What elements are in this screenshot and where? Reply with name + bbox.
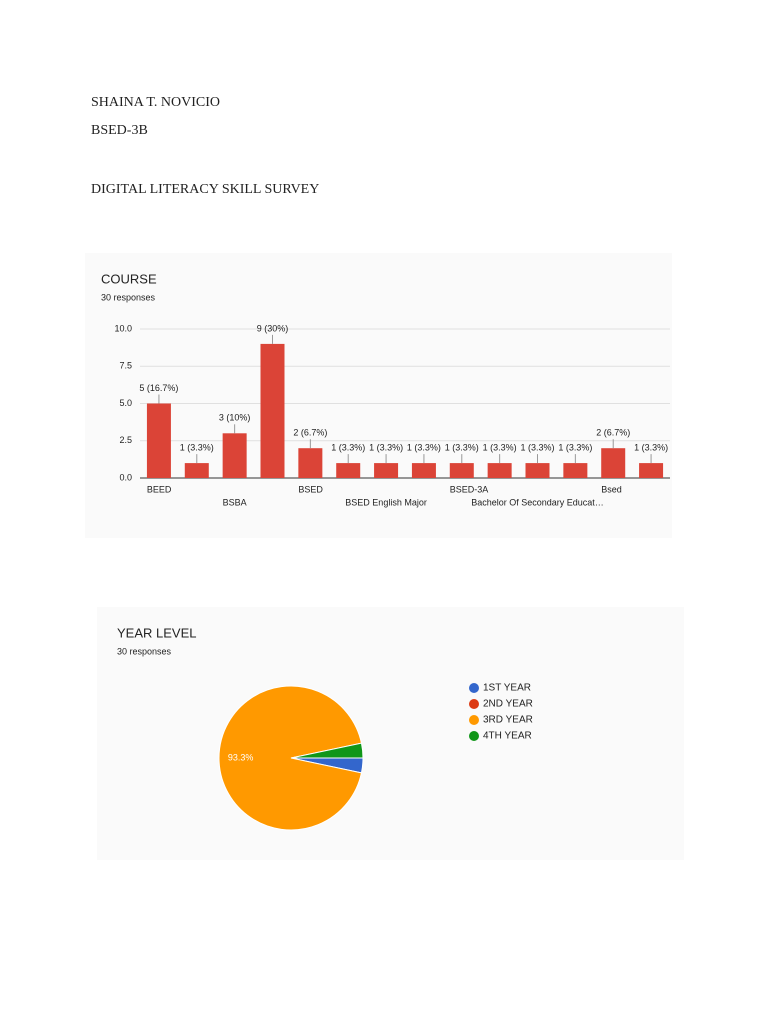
legend-label: 4TH YEAR: [483, 731, 532, 742]
bar: [184, 463, 209, 478]
bar: [336, 463, 361, 478]
value-label: 1 (3.3%): [483, 442, 517, 452]
legend-label: 2ND YEAR: [483, 699, 533, 710]
bar: [449, 463, 474, 478]
panel: [97, 607, 684, 860]
legend-label: 1ST YEAR: [483, 683, 531, 694]
bar: [525, 463, 550, 478]
x-tick-label: Bsed: [601, 484, 622, 494]
value-label: 1 (3.3%): [369, 442, 403, 452]
chart-title: YEAR LEVEL: [117, 625, 197, 640]
x-tick-label: BEED: [147, 484, 172, 494]
value-label: 3 (10%): [219, 413, 251, 423]
legend-label: 3RD YEAR: [483, 715, 533, 726]
x-tick-label: BSED: [298, 484, 323, 494]
value-label: 1 (3.3%): [520, 442, 554, 452]
legend-swatch: [469, 731, 479, 741]
value-label: 1 (3.3%): [331, 442, 365, 452]
author: SHAINA T. NOVICIO: [91, 95, 220, 110]
section: BSED-3B: [91, 123, 148, 138]
value-label: 1 (3.3%): [634, 442, 668, 452]
value-label: 2 (6.7%): [293, 428, 327, 438]
y-tick-label: 2.5: [119, 435, 132, 445]
bar: [639, 463, 664, 478]
chart-subtitle: 30 responses: [101, 292, 156, 302]
y-tick-label: 0.0: [119, 472, 132, 482]
bar: [601, 448, 626, 478]
bar: [222, 433, 247, 478]
chart-subtitle: 30 responses: [117, 646, 172, 656]
panel: [85, 253, 672, 538]
legend-swatch: [469, 715, 479, 725]
value-label: 1 (3.3%): [445, 442, 479, 452]
bar: [487, 463, 512, 478]
pie-slice: [218, 685, 363, 831]
doc-title: DIGITAL LITERACY SKILL SURVEY: [91, 182, 320, 197]
bar: [563, 463, 588, 478]
y-tick-label: 7.5: [119, 361, 132, 371]
value-label: 1 (3.3%): [180, 442, 214, 452]
chart-title: COURSE: [101, 271, 157, 286]
value-label: 93.3%: [228, 752, 254, 762]
bar: [298, 448, 323, 478]
value-label: 1 (3.3%): [558, 442, 592, 452]
bar: [146, 403, 171, 478]
value-label: 9 (30%): [257, 323, 289, 333]
bar: [374, 463, 399, 478]
value-label: 1 (3.3%): [407, 442, 441, 452]
bar: [260, 343, 285, 478]
y-tick-label: 10.0: [114, 323, 132, 333]
x-tick-label: BSED-3A: [450, 484, 489, 494]
bar: [411, 463, 436, 478]
x-tick-label: Bachelor Of Secondary Educat…: [471, 497, 604, 507]
legend-swatch: [469, 683, 479, 693]
y-tick-label: 5.0: [119, 398, 132, 408]
value-label: 2 (6.7%): [596, 428, 630, 438]
value-label: 5 (16.7%): [139, 383, 178, 393]
pie-slice: [290, 742, 364, 759]
x-tick-label: BSED English Major: [345, 497, 427, 507]
x-tick-label: BSBA: [223, 497, 247, 507]
legend-swatch: [469, 699, 479, 709]
